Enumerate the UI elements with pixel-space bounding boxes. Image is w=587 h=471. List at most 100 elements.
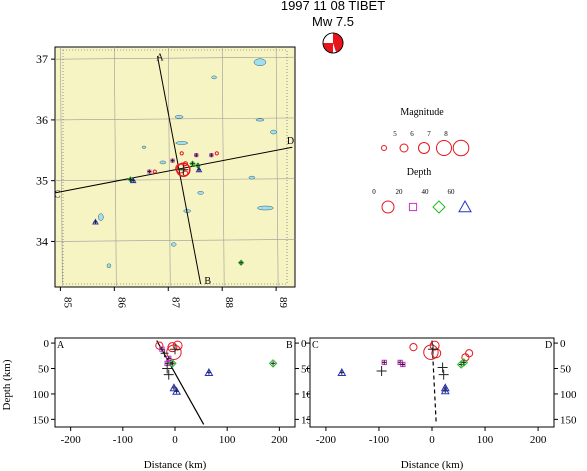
section-ylabel: Depth (km) xyxy=(1,359,13,410)
map-lake xyxy=(211,75,217,80)
section-ytick-label: 50 xyxy=(38,364,50,376)
legend-mag-circle-large xyxy=(452,139,470,157)
map-xtick-label: 85 xyxy=(61,297,73,309)
map-lake xyxy=(253,58,267,66)
section-cd-xlabel: Distance (km) xyxy=(401,459,464,471)
section-xtick-label: 0 xyxy=(172,434,178,446)
legend-mag-circle xyxy=(399,143,409,153)
section-ytick-label-right: 50 xyxy=(560,364,572,376)
section-ytick-label: 100 xyxy=(33,389,50,401)
legend-mag-label: 6 xyxy=(410,130,414,138)
legend-magnitude-items: 5 6 7 8 xyxy=(381,130,470,157)
map-event-cross xyxy=(209,153,214,158)
section-event xyxy=(167,342,178,353)
map-label-d: D xyxy=(287,136,294,147)
section-xtick-label: -100 xyxy=(113,434,134,446)
map-label-b: B xyxy=(204,276,211,287)
map-event xyxy=(127,176,134,183)
map-parallel xyxy=(54,239,296,242)
legend-mag-circle xyxy=(418,142,430,154)
map-event-cross xyxy=(190,161,195,166)
map-parallel xyxy=(54,178,296,181)
map-lake xyxy=(106,263,112,268)
map-lake xyxy=(159,160,167,165)
section-ytick-label: 0 xyxy=(44,338,50,350)
section-fault-line xyxy=(431,340,437,425)
section-xtick-label: -100 xyxy=(369,434,390,446)
section-event-cross xyxy=(443,388,448,394)
section-right-label: B xyxy=(286,340,293,351)
section-event xyxy=(438,369,449,380)
legend-mag-label: 8 xyxy=(444,130,448,138)
map-meridian xyxy=(167,46,171,288)
section-ytick-label-right: 150 xyxy=(560,414,577,426)
section-event-cross xyxy=(382,360,387,365)
map-ytick-label: 36 xyxy=(36,113,48,127)
section-right-label: D xyxy=(545,340,552,351)
legend-depth-items: 0 20 40 60 xyxy=(372,188,472,214)
map-event-cross xyxy=(197,167,201,172)
map-lake xyxy=(270,129,277,135)
section-event xyxy=(268,359,278,368)
map-lake xyxy=(248,175,256,180)
map-inner-frame xyxy=(62,49,288,285)
legend-mag-label: 5 xyxy=(393,130,397,138)
map-event-cross xyxy=(195,163,200,168)
legend-mag-label: 7 xyxy=(427,130,431,138)
section-ytick-label-right: 50 xyxy=(301,364,313,376)
map-mainshock xyxy=(176,162,191,177)
legend-depth-symbol xyxy=(381,200,395,214)
section-ab-xlabel: Distance (km) xyxy=(144,459,207,471)
section-event-cross xyxy=(339,370,345,375)
map-lake xyxy=(98,213,104,221)
map-lake xyxy=(175,141,188,145)
legend-magnitude-title: Magnitude xyxy=(400,107,444,118)
section-xtick-label: 100 xyxy=(477,434,494,446)
legend: Magnitude 5 6 7 8 Depth 0 20 40 60 xyxy=(372,107,472,214)
section-event xyxy=(163,369,174,380)
map-x-ticks: 85 86 87 88 89 xyxy=(59,287,289,309)
section-event-cross xyxy=(170,361,175,366)
legend-depth-label: 0 xyxy=(372,188,376,196)
map-profile-c-d xyxy=(54,146,293,194)
map-event xyxy=(152,169,157,174)
section-event-cross xyxy=(206,370,212,375)
section-event-cross xyxy=(159,346,165,352)
map-label-a: A xyxy=(156,52,164,63)
legend-depth-symbol xyxy=(408,202,418,212)
section-event xyxy=(172,340,183,351)
map-lake xyxy=(257,205,274,211)
section-ytick-label: 150 xyxy=(33,414,50,426)
legend-depth-label: 60 xyxy=(448,188,456,196)
legend-depth-label: 40 xyxy=(422,188,430,196)
map-ytick-label: 35 xyxy=(36,174,48,188)
map-event-cross xyxy=(128,177,133,182)
section-event xyxy=(409,343,418,352)
map-event xyxy=(214,151,219,156)
section-event xyxy=(166,344,182,360)
focal-mechanism-icon xyxy=(322,32,344,54)
section-event-cross xyxy=(171,385,177,391)
map-event-cross xyxy=(147,169,152,174)
section-xtick-label: 100 xyxy=(219,434,236,446)
map-meridian xyxy=(221,46,225,288)
map-ytick-label: 37 xyxy=(36,52,48,66)
map-event xyxy=(189,160,196,167)
section-ytick-label-right: 0 xyxy=(301,338,307,350)
section-event-cross xyxy=(400,362,406,367)
cross-section-cd: -200 -100 0 100 200 0 50 100 150 C D xyxy=(306,337,577,446)
legend-depth-symbol xyxy=(432,200,446,214)
map-y-ticks: 34 35 36 37 xyxy=(36,52,55,248)
section-left-label: A xyxy=(57,340,65,351)
section-event xyxy=(168,359,177,368)
map-meridian xyxy=(114,46,117,288)
section-event-cross xyxy=(461,360,467,365)
map-xtick-label: 89 xyxy=(277,297,289,309)
map-xtick-label: 87 xyxy=(169,297,181,309)
map-ytick-label: 34 xyxy=(36,234,48,248)
map-event-cross xyxy=(194,153,199,158)
map-parallel xyxy=(54,117,296,121)
map-lake xyxy=(197,191,204,195)
